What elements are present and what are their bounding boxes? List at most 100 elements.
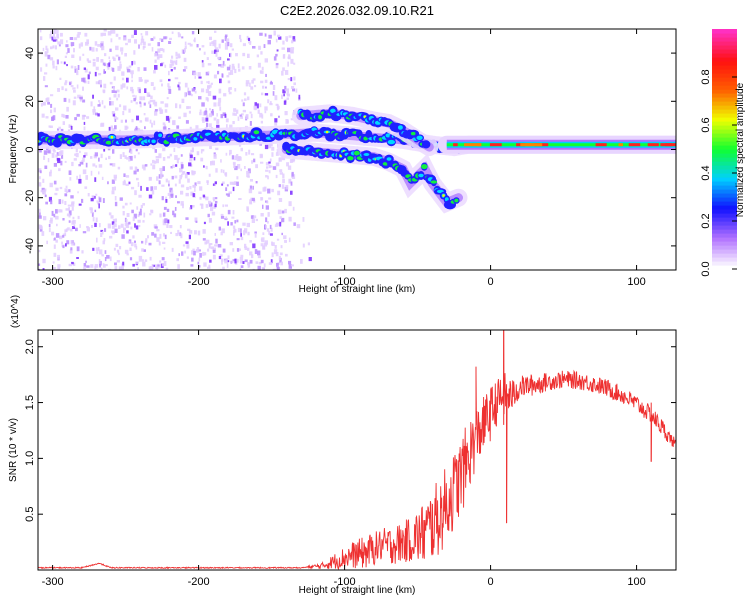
spectrogram-noise-cell — [169, 63, 173, 69]
ridge-blob-core — [363, 153, 370, 156]
spectrogram-noise-cell — [124, 125, 128, 130]
spectrogram-noise-cell — [211, 41, 215, 44]
spectrogram-noise-cell — [70, 42, 75, 46]
spectrogram-noise-cell — [206, 81, 208, 84]
spectrogram-noise-cell — [155, 156, 159, 159]
spectrogram-noise-cell — [275, 152, 279, 156]
spectrogram-noise-cell — [124, 53, 127, 57]
spectrogram-noise-cell — [195, 249, 200, 253]
spectrogram-noise-cell — [178, 179, 181, 184]
spectrogram-noise-cell — [114, 118, 117, 122]
spectrogram-noise-cell — [113, 247, 116, 251]
spectrogram-noise-cell — [104, 257, 107, 262]
spectrogram-noise-cell — [222, 112, 226, 116]
spectrogram-noise-cell — [45, 63, 48, 67]
spectrogram-noise-cell — [240, 265, 244, 268]
spectrogram-noise-cell — [98, 73, 102, 76]
spectrogram-noise-cell — [130, 100, 133, 103]
spectrogram-noise-cell — [263, 242, 268, 247]
spectrogram-noise-cell — [154, 59, 157, 63]
spectrogram-noise-cell — [261, 92, 264, 96]
spectrogram-noise-cell — [54, 192, 58, 196]
colorbar-cell — [712, 101, 737, 106]
spectrogram-noise-cell — [307, 242, 310, 246]
colorbar-cell — [712, 41, 737, 46]
spectrogram-noise-cell — [94, 222, 97, 227]
spectrogram-noise-cell — [91, 47, 95, 52]
spectrogram-noise-cell — [181, 36, 184, 39]
spectrogram-noise-cell — [120, 223, 124, 228]
ridge-hot-segment — [477, 143, 482, 147]
spectrogram-noise-cell — [238, 198, 242, 200]
spectrogram-noise-cell — [281, 70, 284, 76]
spectrogram-noise-cell — [115, 54, 119, 57]
spectrogram-noise-cell — [199, 109, 202, 113]
spectrogram-noise-cell — [102, 240, 105, 245]
spectrogram-noise-cell — [103, 83, 107, 89]
spectrogram-noise-cell — [191, 31, 195, 35]
spectrogram-noise-cell — [184, 45, 187, 50]
spectrogram-noise-cell — [247, 247, 250, 251]
spectrogram-noise-cell — [194, 217, 198, 222]
spectrogram-noise-cell — [271, 241, 273, 246]
spectrogram-noise-cell — [194, 76, 196, 79]
colorbar-cell — [712, 229, 737, 234]
spectrogram-noise-cell — [270, 259, 273, 264]
spectrogram-noise-cell — [292, 206, 295, 211]
spectrogram-noise-cell — [281, 217, 285, 223]
spectrogram-noise-cell — [98, 197, 102, 203]
spectrogram-noise-cell — [114, 125, 117, 130]
spectrogram-noise-cell — [256, 54, 259, 58]
spectrogram-noise-cell — [142, 96, 146, 101]
spectrogram-noise-cell — [252, 185, 254, 190]
spectrogram-noise-cell — [168, 78, 171, 82]
spectrogram-noise-cell — [234, 88, 237, 92]
spectrogram-noise-cell — [49, 57, 54, 61]
spectrogram-noise-cell — [245, 80, 250, 84]
spectrogram-noise-cell — [97, 113, 100, 117]
spectrogram-noise-cell — [162, 157, 166, 161]
spectrogram-noise-cell — [57, 41, 60, 45]
spectrogram-noise-cell — [66, 240, 70, 245]
spectrogram-noise-cell — [101, 176, 104, 180]
spectrogram-noise-cell — [198, 265, 201, 268]
spectrogram-noise-cell — [288, 54, 291, 60]
spectrogram-noise-cell — [56, 59, 59, 65]
spectrogram-noise-cell — [212, 183, 215, 186]
spectrogram-noise-cell — [168, 183, 170, 187]
spectrogram-noise-cell — [41, 113, 45, 118]
spectrogram-noise-cell — [81, 198, 84, 203]
spectrogram-noise-cell — [190, 205, 193, 210]
spectrogram-noise-cell — [144, 164, 148, 167]
spectrogram-noise-cell — [176, 159, 179, 164]
spectrogram-noise-cell — [94, 264, 99, 268]
spectrogram-noise-cell — [210, 82, 213, 85]
spectrogram-noise-cell — [208, 244, 211, 249]
spectrogram-noise-cell — [204, 241, 208, 245]
spectrogram-noise-cell — [91, 225, 93, 228]
spectrogram-y-tick-label: 0 — [24, 146, 36, 152]
spectrogram-noise-cell — [110, 38, 113, 43]
spectrogram-noise-cell — [100, 232, 103, 237]
ridge-blob-core — [418, 173, 424, 178]
spectrogram-noise-cell — [66, 213, 71, 217]
spectrogram-noise-cell — [120, 47, 124, 52]
ridge-blob-core — [151, 139, 156, 144]
spectrogram-noise-cell — [89, 46, 92, 51]
spectrogram-noise-cell — [233, 232, 235, 236]
spectrogram-noise-cell — [248, 188, 253, 194]
spectrogram-noise-cell — [109, 60, 111, 64]
spectrogram-noise-cell — [43, 76, 46, 81]
spectrogram-noise-cell — [209, 36, 212, 40]
colorbar-cell — [712, 89, 737, 94]
spectrogram-noise-cell — [181, 251, 184, 256]
spectrogram-noise-cell — [115, 45, 119, 51]
spectrogram-noise-cell — [221, 228, 225, 234]
spectrogram-noise-cell — [189, 186, 192, 190]
spectrogram-noise-cell — [225, 193, 228, 196]
spectrogram-noise-cell — [245, 152, 248, 156]
spectrogram-noise-cell — [136, 115, 139, 121]
spectrogram-noise-cell — [171, 31, 174, 34]
spectrogram-noise-cell — [134, 240, 136, 243]
spectrogram-noise-cell — [114, 266, 118, 270]
